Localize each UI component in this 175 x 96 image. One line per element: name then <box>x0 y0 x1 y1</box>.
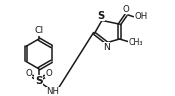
Text: OH: OH <box>134 12 148 21</box>
Text: S: S <box>97 11 105 21</box>
Text: Cl: Cl <box>34 26 43 35</box>
Text: NH: NH <box>46 87 59 96</box>
Text: O: O <box>46 69 52 78</box>
Text: N: N <box>103 43 110 52</box>
Text: S: S <box>35 76 43 86</box>
Text: O: O <box>25 69 32 78</box>
Text: O: O <box>123 5 130 14</box>
Text: CH₃: CH₃ <box>128 38 143 47</box>
